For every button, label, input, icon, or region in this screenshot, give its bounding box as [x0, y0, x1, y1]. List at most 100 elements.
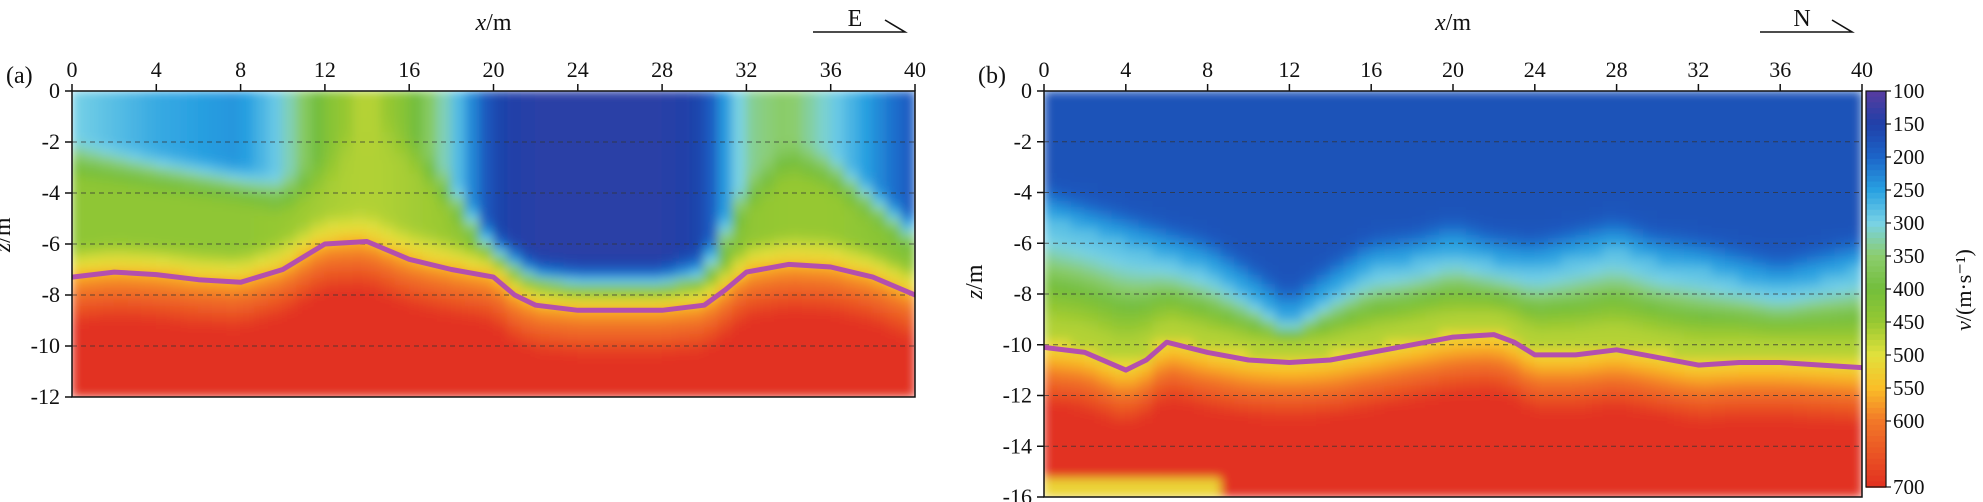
- velocity-cell: [1438, 441, 1454, 452]
- velocity-cell: [1152, 468, 1168, 480]
- velocity-cell: [1466, 145, 1481, 157]
- velocity-cell: [310, 139, 326, 148]
- velocity-cell: [141, 180, 157, 190]
- velocity-cell: [183, 104, 200, 113]
- velocity-cell: [647, 299, 663, 308]
- velocity-cell: [422, 333, 438, 343]
- velocity-cell: [240, 132, 256, 141]
- velocity-cell: [436, 257, 453, 266]
- velocity-cell: [1547, 155, 1563, 166]
- velocity-cell: [436, 187, 453, 197]
- velocity-cell: [1343, 468, 1359, 480]
- velocity-cell: [85, 167, 101, 176]
- velocity-cell: [1452, 487, 1468, 497]
- velocity-cell: [282, 111, 298, 120]
- velocity-cell: [197, 215, 214, 224]
- velocity-cell: [268, 320, 284, 329]
- velocity-cell: [1370, 348, 1386, 360]
- velocity-cell: [268, 347, 284, 356]
- velocity-cell: [408, 111, 424, 120]
- velocity-cell: [1738, 376, 1754, 387]
- velocity-cell: [268, 187, 284, 197]
- velocity-cell: [1725, 404, 1740, 415]
- velocity-cell: [1329, 228, 1345, 240]
- velocity-cell: [1179, 127, 1195, 138]
- velocity-cell: [1057, 487, 1072, 497]
- velocity-cell: [886, 264, 902, 273]
- velocity-cell: [197, 229, 214, 238]
- velocity-cell: [1438, 339, 1454, 351]
- velocity-cell: [1070, 201, 1086, 212]
- velocity-cell: [324, 361, 340, 370]
- velocity-cell: [169, 320, 186, 329]
- velocity-cell: [450, 306, 467, 315]
- velocity-cell: [717, 257, 734, 266]
- velocity-cell: [1670, 348, 1686, 360]
- velocity-cell: [1166, 247, 1182, 258]
- velocity-cell: [507, 139, 523, 148]
- velocity-cell: [1602, 358, 1618, 369]
- velocity-cell: [352, 250, 368, 259]
- velocity-cell: [1629, 164, 1645, 175]
- velocity-cell: [422, 354, 438, 363]
- velocity-cell: [1629, 247, 1645, 258]
- velocity-cell: [675, 313, 691, 322]
- velocity-cell: [72, 222, 87, 231]
- velocity-cell: [1275, 302, 1291, 314]
- velocity-cell: [689, 236, 705, 245]
- velocity-cell: [1670, 376, 1686, 387]
- velocity-cell: [464, 97, 481, 106]
- velocity-cell: [1207, 385, 1222, 397]
- velocity-cell: [1248, 155, 1263, 166]
- velocity-cell: [1166, 348, 1182, 360]
- velocity-cell: [633, 160, 649, 169]
- velocity-cell: [366, 320, 382, 329]
- velocity-cell: [1397, 478, 1413, 489]
- velocity-cell: [1302, 367, 1318, 378]
- velocity-cell: [1125, 238, 1141, 249]
- velocity-cell: [619, 299, 635, 308]
- velocity-cell: [1616, 367, 1631, 378]
- velocity-cell: [647, 153, 663, 162]
- velocity-cell: [169, 250, 186, 259]
- velocity-cell: [633, 173, 649, 183]
- velocity-cell: [886, 340, 902, 350]
- velocity-cell: [802, 326, 818, 336]
- velocity-cell: [493, 326, 509, 336]
- velocity-cell: [1316, 192, 1331, 203]
- velocity-cell: [296, 139, 312, 148]
- velocity-cell: [521, 153, 537, 162]
- velocity-cell: [703, 215, 719, 224]
- velocity-cell: [577, 104, 593, 113]
- velocity-cell: [282, 132, 298, 141]
- velocity-cell: [1452, 284, 1468, 295]
- velocity-cell: [1193, 182, 1209, 194]
- velocity-cell: [1084, 127, 1100, 138]
- velocity-cell: [324, 139, 340, 148]
- velocity-cell: [633, 139, 649, 148]
- velocity-cell: [1152, 210, 1168, 221]
- velocity-cell: [1616, 395, 1631, 406]
- velocity-cell: [1670, 450, 1686, 461]
- velocity-cell: [226, 285, 242, 294]
- velocity-cell: [338, 118, 354, 127]
- velocity-cell: [872, 146, 888, 155]
- velocity-cell: [1357, 293, 1372, 304]
- velocity-cell: [507, 299, 523, 308]
- velocity-cell: [113, 320, 129, 329]
- velocity-cell: [268, 111, 284, 120]
- velocity-cell: [1438, 330, 1454, 341]
- velocity-cell: [1547, 284, 1563, 295]
- velocity-cell: [521, 104, 537, 113]
- velocity-cell: [521, 257, 537, 266]
- velocity-cell: [563, 208, 579, 217]
- velocity-cell: [268, 118, 284, 127]
- velocity-cell: [591, 264, 607, 273]
- velocity-cell: [830, 271, 846, 280]
- velocity-cell: [689, 201, 705, 210]
- velocity-cell: [591, 243, 607, 252]
- velocity-cell: [577, 153, 593, 162]
- velocity-cell: [394, 389, 410, 397]
- velocity-cell: [577, 264, 593, 273]
- velocity-cell: [633, 97, 649, 106]
